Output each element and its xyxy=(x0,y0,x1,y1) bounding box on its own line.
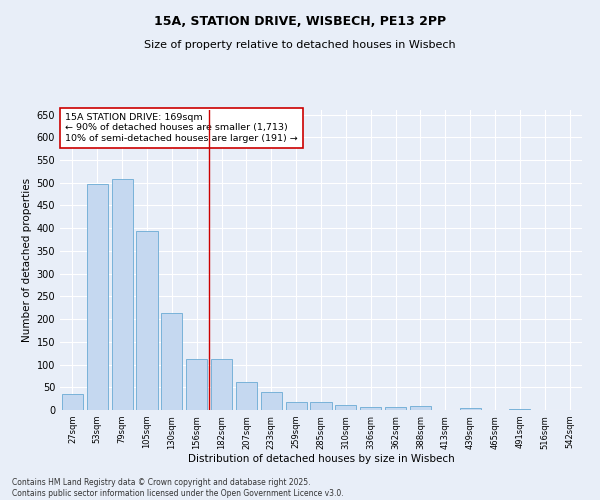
X-axis label: Distribution of detached houses by size in Wisbech: Distribution of detached houses by size … xyxy=(188,454,454,464)
Bar xyxy=(360,407,381,410)
Bar xyxy=(335,406,356,410)
Bar xyxy=(310,402,332,410)
Bar xyxy=(136,231,158,410)
Text: Size of property relative to detached houses in Wisbech: Size of property relative to detached ho… xyxy=(144,40,456,50)
Bar xyxy=(211,359,232,410)
Bar xyxy=(261,392,282,410)
Bar xyxy=(62,394,83,410)
Bar xyxy=(509,409,530,410)
Bar xyxy=(112,179,133,410)
Bar xyxy=(410,406,431,410)
Bar xyxy=(236,382,257,410)
Bar xyxy=(460,408,481,410)
Text: 15A, STATION DRIVE, WISBECH, PE13 2PP: 15A, STATION DRIVE, WISBECH, PE13 2PP xyxy=(154,15,446,28)
Bar xyxy=(286,402,307,410)
Text: 15A STATION DRIVE: 169sqm
← 90% of detached houses are smaller (1,713)
10% of se: 15A STATION DRIVE: 169sqm ← 90% of detac… xyxy=(65,113,298,143)
Bar xyxy=(186,359,207,410)
Bar xyxy=(161,313,182,410)
Text: Contains HM Land Registry data © Crown copyright and database right 2025.
Contai: Contains HM Land Registry data © Crown c… xyxy=(12,478,344,498)
Y-axis label: Number of detached properties: Number of detached properties xyxy=(22,178,32,342)
Bar xyxy=(385,407,406,410)
Bar xyxy=(87,184,108,410)
